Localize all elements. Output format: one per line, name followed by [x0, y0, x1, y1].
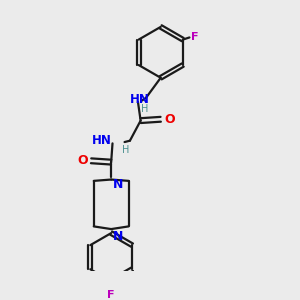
- Text: H: H: [141, 104, 148, 114]
- Text: F: F: [191, 32, 198, 43]
- Text: HN: HN: [130, 93, 150, 106]
- Text: HN: HN: [92, 134, 112, 147]
- Text: H: H: [122, 145, 130, 155]
- Text: N: N: [112, 230, 123, 243]
- Text: N: N: [112, 178, 123, 191]
- Text: O: O: [77, 154, 88, 167]
- Text: F: F: [107, 290, 115, 300]
- Text: O: O: [164, 113, 175, 126]
